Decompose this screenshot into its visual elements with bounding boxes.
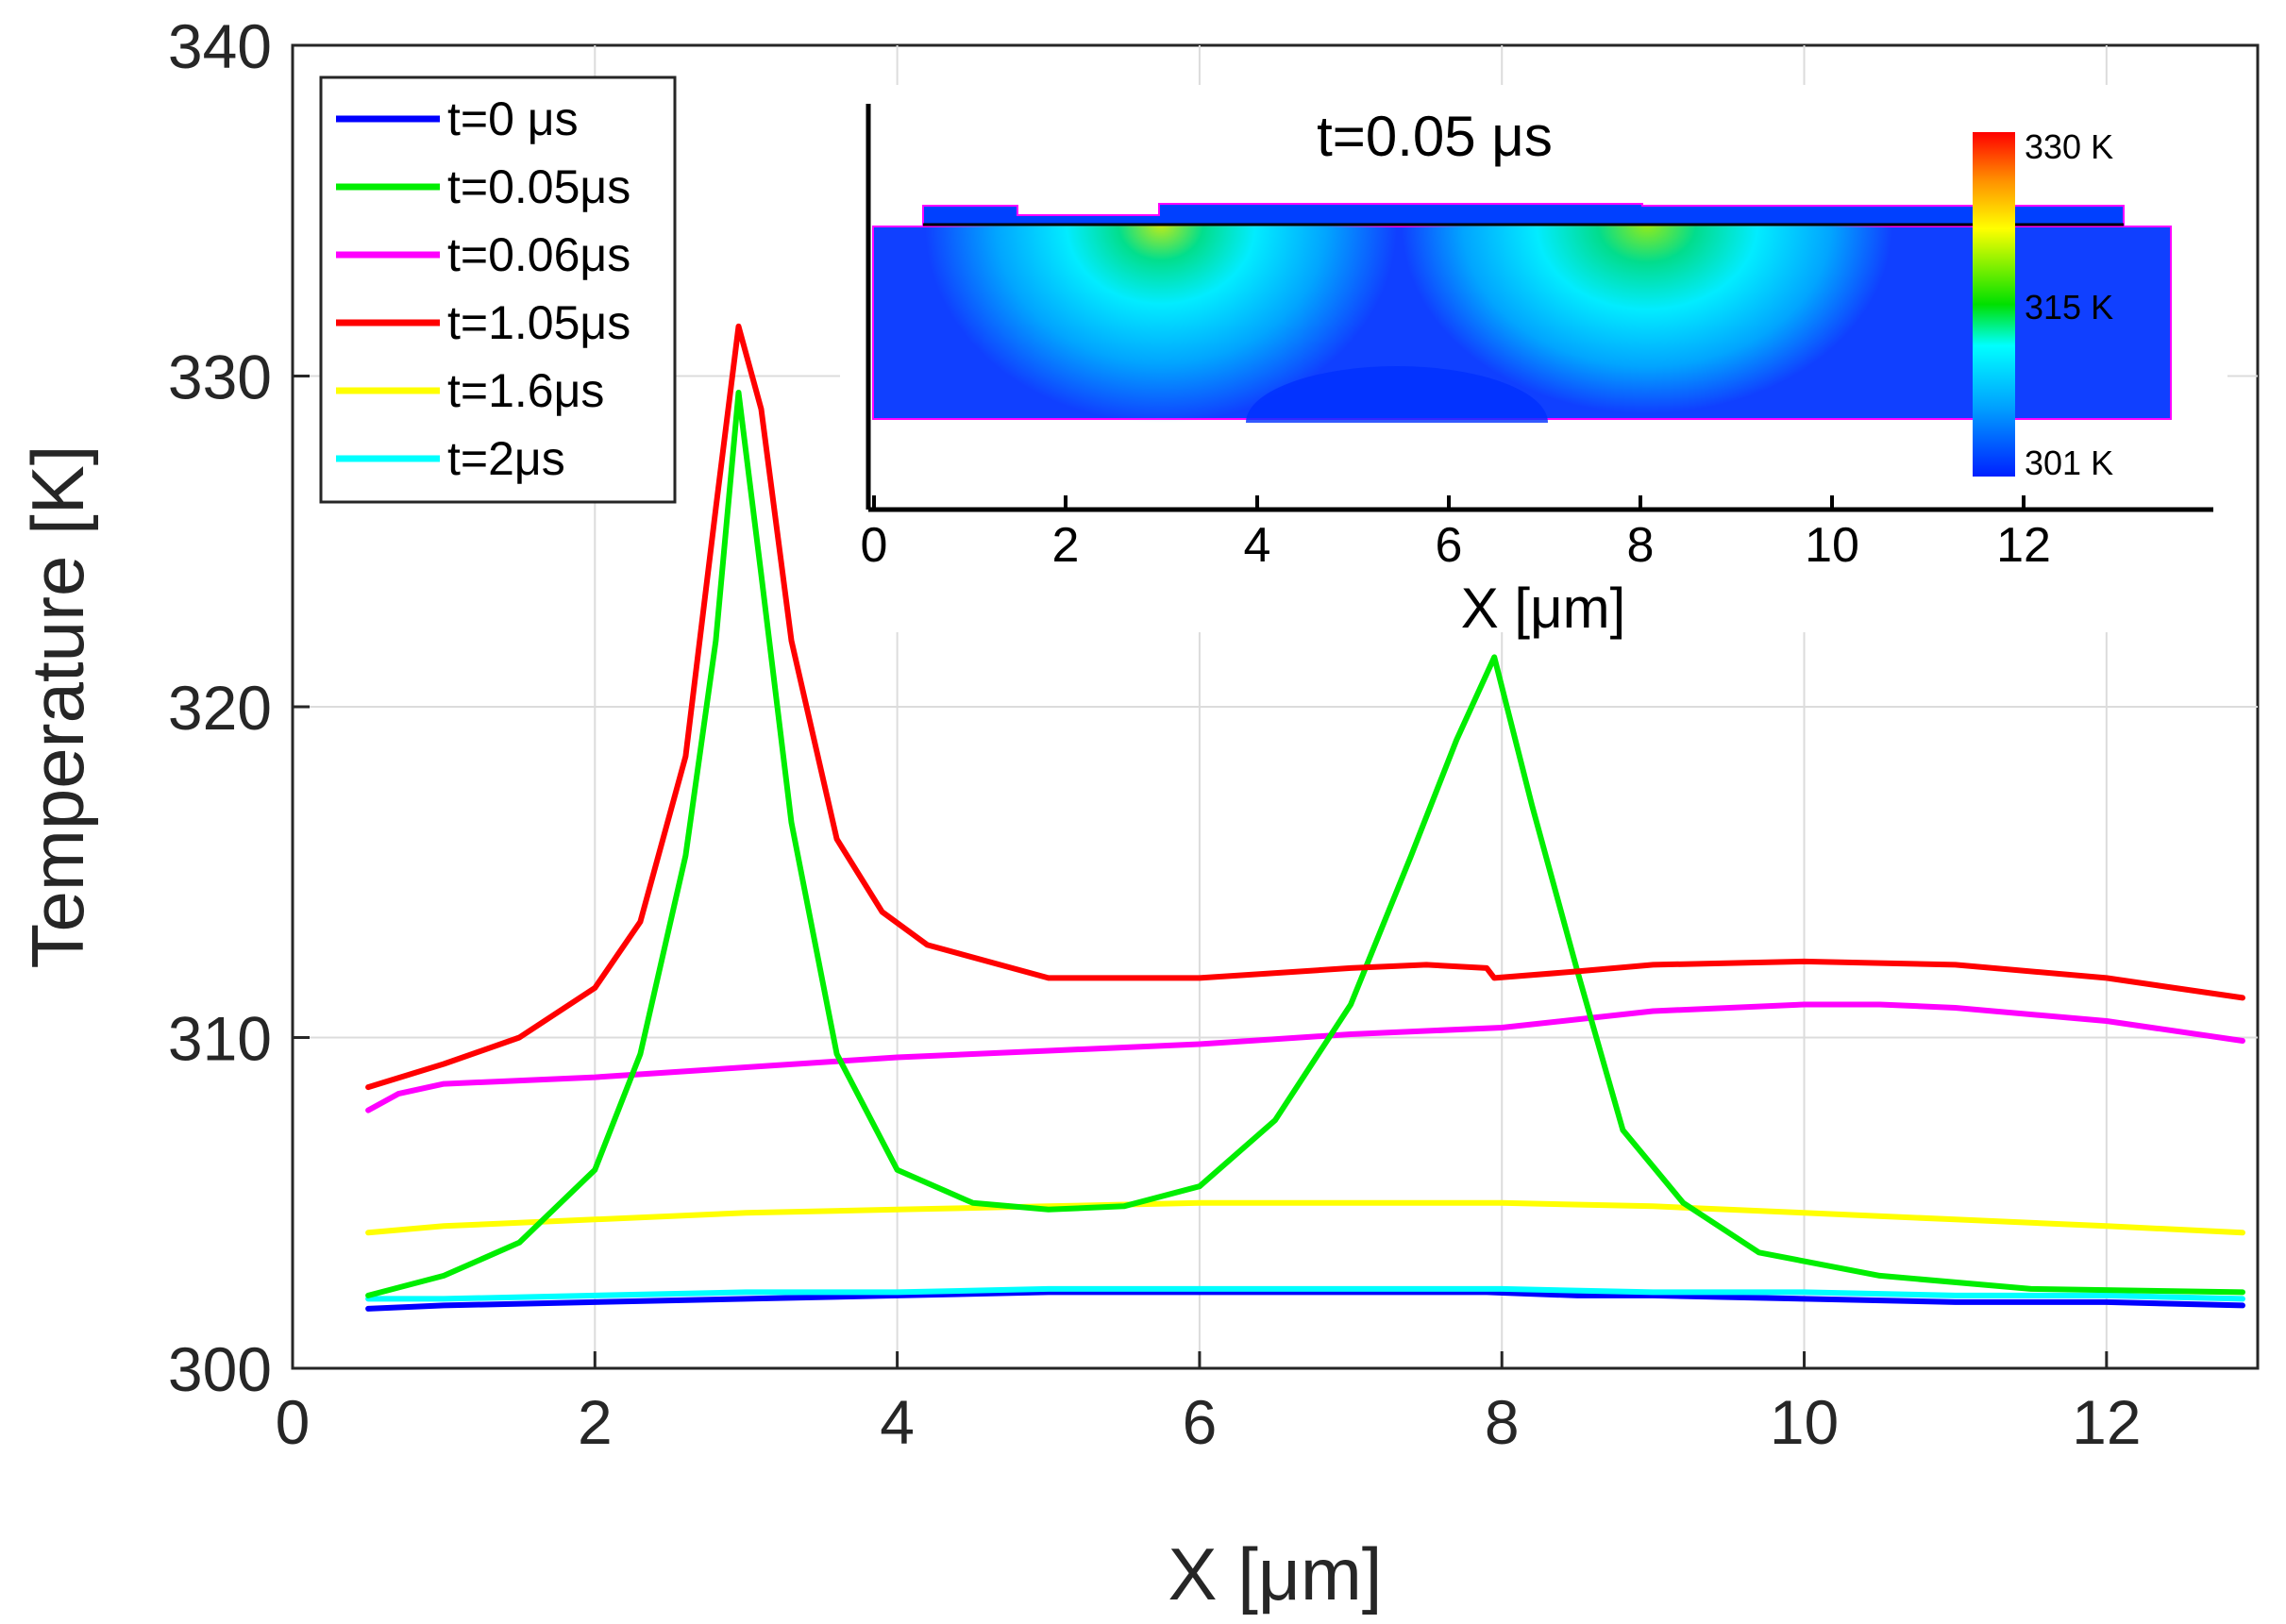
inset: 0 2 4 6 8 10 12 t=0.05 μs X [μm] 330 K 315 K 3… [840, 85, 2227, 640]
series-line [365, 1289, 2245, 1312]
legend-entry-label: t=0.06μs [447, 228, 630, 281]
x-tick-label: 10 [1770, 1387, 1839, 1457]
y-tick-label: 340 [168, 11, 272, 81]
y-axis-label: Temperature [K] [16, 445, 99, 969]
series-line [365, 1001, 2245, 1113]
x-tick-label: 4 [880, 1387, 915, 1457]
y-tick-label: 300 [168, 1334, 272, 1404]
legend-entry-label: t=1.6μs [447, 364, 604, 417]
y-tick-label: 330 [168, 343, 272, 412]
legend-entry-label: t=2μs [447, 432, 565, 485]
series-group [365, 323, 2245, 1312]
legend-entry-label: t=0.05μs [447, 160, 630, 213]
inset-x-tick-label: 8 [1627, 518, 1655, 573]
inset-x-tick-label: 4 [1244, 518, 1271, 573]
series-line [365, 323, 2245, 1091]
legend-box [319, 75, 677, 504]
y-tick-label: 320 [168, 673, 272, 743]
x-axis-label: X [μm] [1168, 1532, 1383, 1616]
inset-x-axis-label: X [μm] [1461, 577, 1626, 640]
x-tick-label: 0 [276, 1387, 311, 1457]
inset-x-tick-label: 6 [1436, 518, 1463, 573]
series-line [365, 390, 2245, 1298]
colorbar-label-max: 330 K [2025, 127, 2113, 166]
inset-x-tick-label: 12 [1996, 518, 2051, 573]
temperature-map [872, 203, 2172, 423]
cool-region [1246, 366, 1548, 423]
colorbar [1973, 132, 2015, 477]
legend-entry-label: t=1.05μs [447, 296, 630, 349]
inset-x-tick-label: 0 [861, 518, 888, 573]
inset-x-tick-label: 2 [1052, 518, 1080, 573]
tick-labels: 0 2 4 6 8 10 12 300 310 320 330 340 [168, 11, 2142, 1457]
x-tick-label: 2 [578, 1387, 613, 1457]
inset-title: t=0.05 μs [1317, 105, 1553, 168]
inset-x-tick-label: 10 [1805, 518, 1859, 573]
x-tick-label: 12 [2072, 1387, 2141, 1457]
colorbar-label-mid: 315 K [2025, 288, 2113, 326]
device-top-layer [922, 203, 2125, 226]
inset-ticks: 0 2 4 6 8 10 12 [861, 495, 2051, 573]
y-tick-label: 310 [168, 1004, 272, 1074]
legend-entry-label: t=0 μs [447, 92, 579, 145]
series-line [365, 1285, 2245, 1302]
legend-items: t=0 μs t=0.05μs t=0.06μs t=1.05μs t=1.6μs t=2… [336, 92, 630, 485]
colorbar-label-min: 301 K [2025, 444, 2113, 482]
hotspot-glow-right [1402, 225, 1892, 413]
x-tick-label: 8 [1485, 1387, 1520, 1457]
hotspot-glow-left [925, 225, 1397, 423]
x-tick-label: 6 [1183, 1387, 1218, 1457]
legend: t=0 μs t=0.05μs t=0.06μs t=1.05μs t=1.6μs t=2… [319, 75, 677, 504]
series-line [365, 1199, 2245, 1236]
